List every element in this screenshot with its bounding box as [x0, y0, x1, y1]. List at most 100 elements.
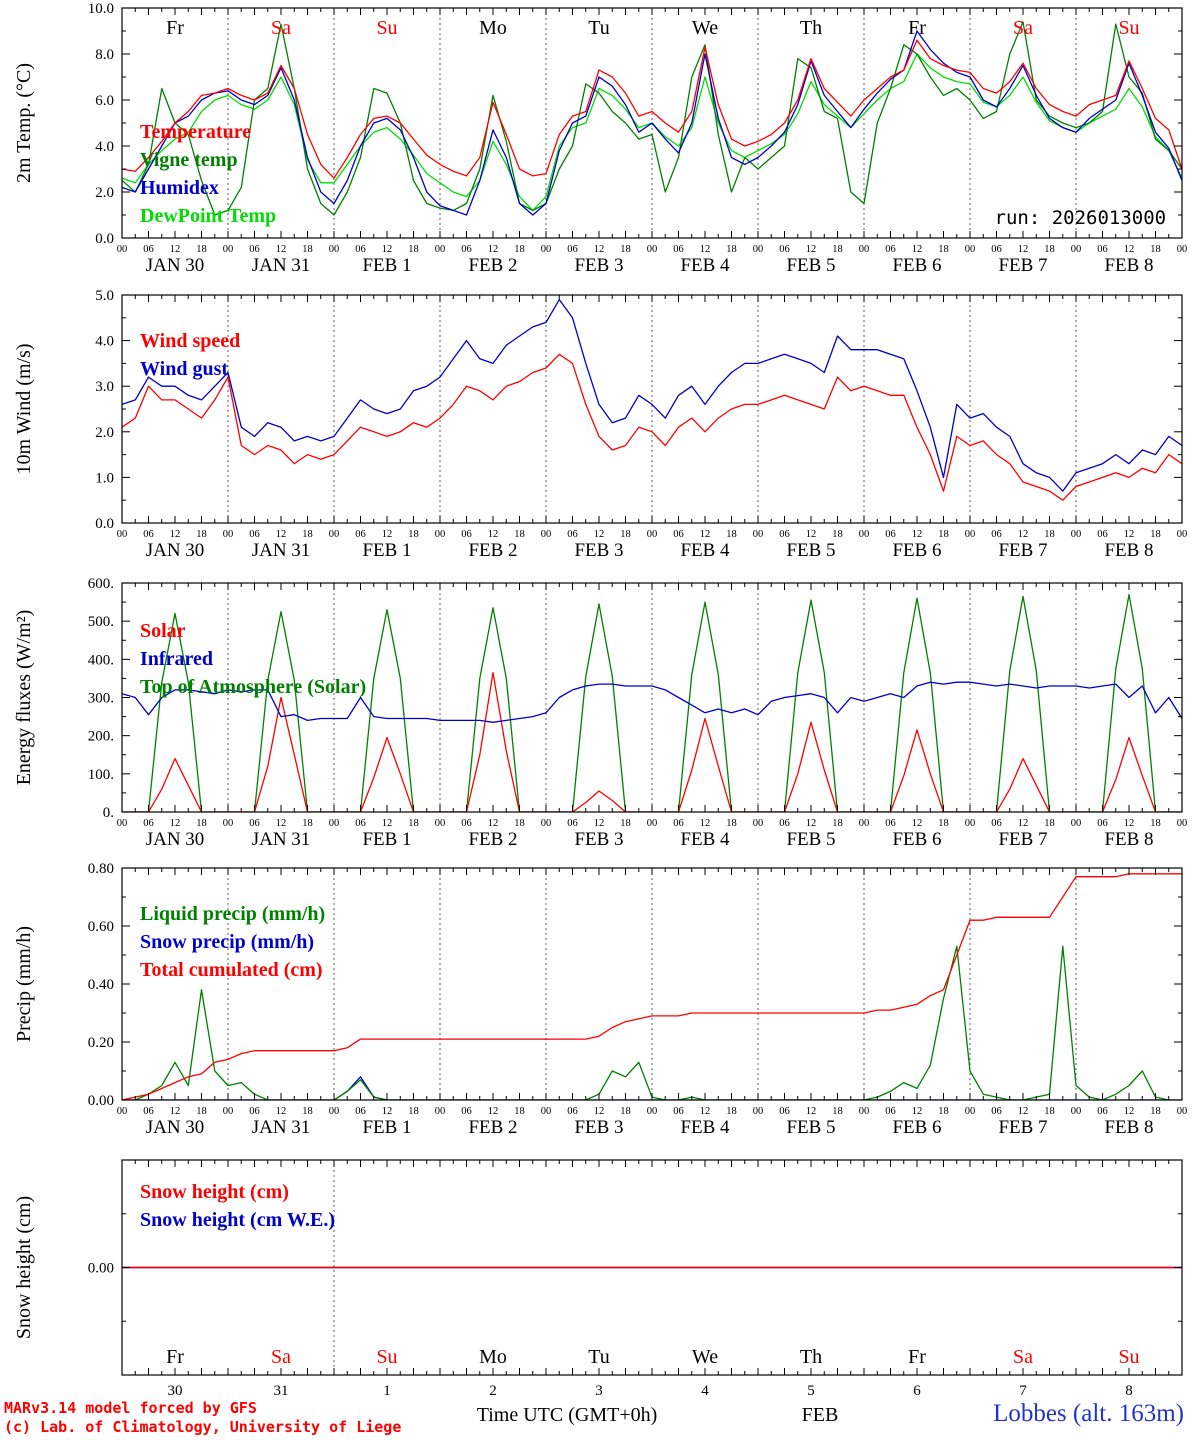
dow-label: Tu — [588, 1346, 610, 1368]
temp-panel-ylabel: 2m Temp. (°C) — [13, 63, 35, 183]
legend-item: Snow height (cm) — [140, 1181, 289, 1203]
date-label: FEB 7 — [998, 540, 1047, 561]
hour-tick-label: 12 — [594, 818, 605, 829]
hour-tick-label: 18 — [302, 818, 313, 829]
y-tick-label: 2.0 — [95, 425, 114, 441]
date-label: FEB 1 — [362, 255, 411, 276]
hour-tick-label: 06 — [249, 244, 260, 255]
run-label: run: 2026013000 — [995, 207, 1167, 229]
hour-tick-label: 06 — [249, 818, 260, 829]
hour-tick-label: 18 — [408, 529, 419, 540]
hour-tick-label: 00 — [541, 529, 552, 540]
date-label: JAN 31 — [252, 1117, 311, 1138]
date-label: FEB 4 — [680, 829, 730, 850]
hour-tick-label: 18 — [726, 244, 737, 255]
hour-tick-label: 18 — [196, 1106, 207, 1117]
legend-item: Top of Atmosphere (Solar) — [140, 676, 366, 698]
y-tick-label: 2.0 — [95, 185, 114, 201]
wind-panel-frame — [121, 294, 1183, 524]
hour-tick-label: 12 — [806, 1106, 817, 1117]
hour-tick-label: 06 — [355, 529, 366, 540]
series-dewpoint-temp — [122, 53, 1182, 212]
legend-item: Temperature — [140, 121, 251, 143]
flux-panel: 00 06 12 18 00 06 12 18 00 06 12 18 00 06 12 18 00 06 12 18… — [13, 576, 1187, 850]
hour-tick-label: 12 — [1124, 529, 1135, 540]
hour-tick-label: 18 — [408, 244, 419, 255]
date-label: FEB 6 — [892, 829, 941, 850]
hour-tick-label: 06 — [461, 818, 472, 829]
day-number-label: 8 — [1125, 1383, 1133, 1399]
y-tick-label: 0.60 — [88, 919, 114, 935]
date-label: FEB 5 — [786, 255, 835, 276]
date-label: JAN 31 — [252, 255, 311, 276]
hour-tick-label: 12 — [170, 818, 181, 829]
y-tick-label: 0.0 — [95, 231, 114, 247]
hour-tick-label: 00 — [965, 244, 976, 255]
y-tick-label: 1.0 — [95, 470, 114, 486]
date-label: FEB 4 — [680, 255, 730, 276]
hour-tick-label: 18 — [408, 1106, 419, 1117]
hour-tick-label: 18 — [302, 1106, 313, 1117]
hour-tick-label: 00 — [541, 818, 552, 829]
station-label: Lobbes (alt. 163m) — [993, 1400, 1184, 1427]
date-label: FEB 3 — [574, 1117, 623, 1138]
dow-label: Fr — [166, 17, 184, 39]
hour-tick-label: 06 — [673, 818, 684, 829]
hour-tick-label: 18 — [408, 818, 419, 829]
y-tick-label: 4.0 — [95, 334, 114, 350]
hour-tick-label: 00 — [753, 818, 764, 829]
hour-tick-label: 00 — [965, 529, 976, 540]
y-tick-label: 100. — [88, 767, 114, 783]
hour-tick-label: 18 — [196, 244, 207, 255]
dow-label: Sa — [271, 1346, 291, 1368]
date-label: FEB 7 — [998, 255, 1047, 276]
date-label: FEB 6 — [892, 255, 941, 276]
flux-panel-series — [122, 593, 1182, 812]
legend-item: Liquid precip (mm/h) — [140, 903, 325, 925]
hour-tick-label: 12 — [488, 818, 499, 829]
hour-tick-label: 18 — [514, 1106, 525, 1117]
day-number-label: 3 — [595, 1383, 603, 1399]
hour-tick-label: 12 — [806, 244, 817, 255]
hour-tick-label: 12 — [912, 1106, 923, 1117]
date-label: FEB 7 — [998, 1117, 1047, 1138]
hour-tick-label: 12 — [1124, 1106, 1135, 1117]
dow-label: Th — [800, 1346, 822, 1368]
hour-tick-label: 12 — [1018, 1106, 1029, 1117]
day-number-label: 2 — [489, 1383, 497, 1399]
day-number-label: 7 — [1019, 1383, 1027, 1399]
y-tick-label: 5.0 — [95, 288, 114, 304]
hour-tick-label: 06 — [991, 244, 1002, 255]
date-label: FEB 3 — [574, 829, 623, 850]
date-label: FEB 5 — [786, 540, 835, 561]
precip-panel: 00 06 12 18 00 06 12 18 00 06 12 18 00 06 12 18 00 06 12 18… — [13, 861, 1187, 1138]
hour-tick-label: 00 — [329, 818, 340, 829]
hour-tick-label: 18 — [196, 529, 207, 540]
legend-item: Infrared — [140, 648, 213, 670]
hour-tick-label: 00 — [117, 244, 128, 255]
hour-tick-label: 00 — [117, 529, 128, 540]
hour-tick-label: 12 — [912, 529, 923, 540]
hour-tick-label: 18 — [1150, 1106, 1161, 1117]
month-label: FEB — [801, 1404, 839, 1426]
hour-tick-label: 00 — [1071, 818, 1082, 829]
hour-tick-label: 00 — [859, 529, 870, 540]
hour-tick-label: 06 — [779, 1106, 790, 1117]
hour-tick-label: 12 — [594, 529, 605, 540]
hour-tick-label: 06 — [1097, 244, 1108, 255]
hour-tick-label: 06 — [461, 1106, 472, 1117]
date-label: FEB 2 — [468, 255, 517, 276]
hour-tick-label: 18 — [832, 1106, 843, 1117]
flux-panel-ylabel: Energy fluxes (W/m²) — [13, 610, 35, 786]
hour-tick-label: 12 — [594, 244, 605, 255]
hour-tick-label: 06 — [355, 818, 366, 829]
dow-label: Sa — [1013, 1346, 1033, 1368]
date-label: FEB 5 — [786, 1117, 835, 1138]
date-label: FEB 7 — [998, 829, 1047, 850]
hour-tick-label: 06 — [673, 244, 684, 255]
hour-tick-label: 06 — [991, 818, 1002, 829]
lab-credit-line: (c) Lab. of Climatology, University of L… — [4, 1418, 402, 1436]
day-number-label: 4 — [701, 1383, 709, 1399]
hour-tick-label: 18 — [302, 529, 313, 540]
